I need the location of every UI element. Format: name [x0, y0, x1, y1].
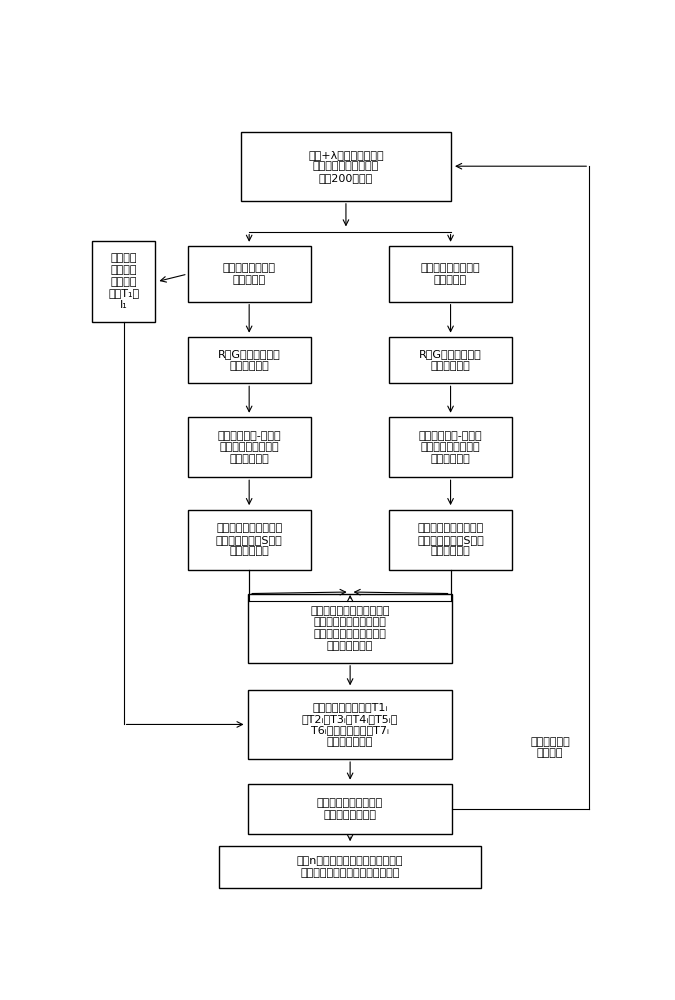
Bar — [389, 510, 512, 570]
Bar — [188, 417, 310, 477]
Text: 通过第二图像-第一图
像算法得到第四图像
并二值化处理: 通过第二图像-第一图 像算法得到第四图像 并二值化处理 — [418, 431, 483, 464]
Text: 计算第六图像颗粒基本
尺寸参数并根据S进行
分类椭圆拟合: 计算第六图像颗粒基本 尺寸参数并根据S进行 分类椭圆拟合 — [417, 523, 484, 556]
Text: 得到该视域内的各种焦
炭光学组织的面积: 得到该视域内的各种焦 炭光学组织的面积 — [317, 798, 383, 820]
Bar — [248, 594, 452, 663]
Text: 计算第五图像颗粒基本
尺寸参数并根据S进行
分类椭圆拟合: 计算第五图像颗粒基本 尺寸参数并根据S进行 分类椭圆拟合 — [216, 523, 283, 556]
Bar — [389, 246, 512, 302]
Bar — [242, 132, 451, 201]
Bar — [188, 246, 310, 302]
Bar — [248, 690, 452, 759]
Text: 偏光+λ补色板显微镜拍
摄不同视域两个检偏角
度的200倍图像: 偏光+λ补色板显微镜拍 摄不同视域两个检偏角 度的200倍图像 — [308, 150, 384, 183]
Bar — [92, 241, 155, 322]
Text: 通过n个视域的不同光学组织面接计
算得到该样品的不同光学组织定量: 通过n个视域的不同光学组织面接计 算得到该样品的不同光学组织定量 — [297, 856, 404, 878]
Bar — [219, 846, 481, 888]
Bar — [248, 784, 452, 834]
Text: 另一个检偏角度图像
（同视域）: 另一个检偏角度图像 （同视域） — [421, 263, 481, 285]
Bar — [188, 510, 310, 570]
Bar — [389, 337, 512, 383]
Text: R与G通道算法处理
得到第二图像: R与G通道算法处理 得到第二图像 — [419, 349, 482, 371]
Text: 进入下一个视
域的计算: 进入下一个视 域的计算 — [530, 737, 570, 758]
Bar — [389, 417, 512, 477]
Text: 将第五、六图像颗粒相加，
并根据颗粒拟合椭圆的长
径与短径进行不同各项异
性结构类别分类: 将第五、六图像颗粒相加， 并根据颗粒拟合椭圆的长 径与短径进行不同各项异 性结构… — [310, 606, 390, 651]
Text: 通过第一图像-第二图
像算法得到第三图像
并二值化处理: 通过第一图像-第二图 像算法得到第三图像 并二值化处理 — [217, 431, 281, 464]
Bar — [188, 337, 310, 383]
Text: 计算各类别面积得到T1ᵢ
、T2ᵢ、T3ᵢ、T4ᵢ、T5ᵢ、
T6ᵢ，各项同性面积T7ᵢ
通过差减法得到: 计算各类别面积得到T1ᵢ 、T2ᵢ、T3ᵢ、T4ᵢ、T5ᵢ、 T6ᵢ，各项同性面… — [302, 702, 398, 747]
Text: 一个检偏角度图像
（同视域）: 一个检偏角度图像 （同视域） — [223, 263, 275, 285]
Text: 通过自动
识别背景
与稽性物
得到T₁和
I₁: 通过自动 识别背景 与稽性物 得到T₁和 I₁ — [108, 253, 139, 310]
Text: R与G通道算法处理
得到第一图像: R与G通道算法处理 得到第一图像 — [218, 349, 281, 371]
